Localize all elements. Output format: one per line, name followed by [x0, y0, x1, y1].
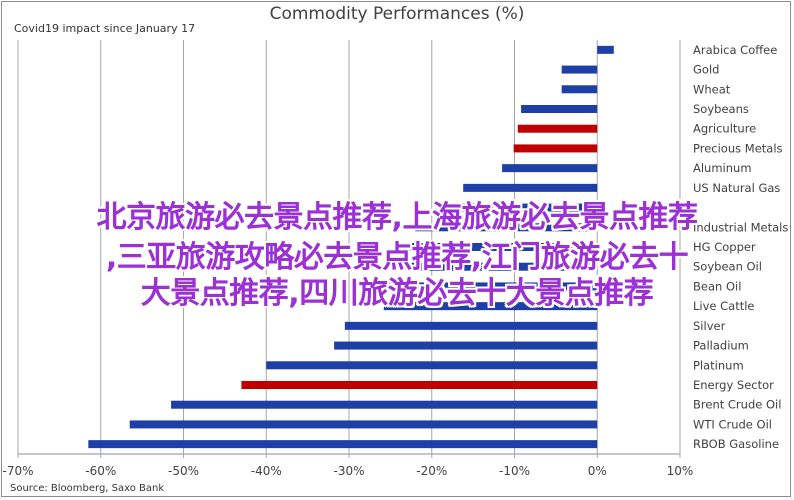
bars: [88, 45, 614, 449]
category-label: US Natural Gas: [693, 181, 780, 195]
x-tick-label: 10%: [667, 464, 694, 478]
bar: [597, 45, 614, 54]
category-label: Live Cattle: [693, 299, 755, 313]
bar: [513, 144, 598, 153]
bar: [402, 262, 598, 271]
category-label: Palladium: [693, 339, 749, 353]
category-label: Energy Sector: [693, 378, 774, 392]
category-label: RBOB Gasoline: [693, 437, 779, 451]
bar: [402, 243, 598, 251]
bar: [334, 341, 598, 350]
category-label: HG Copper: [693, 240, 756, 254]
x-tick-label: -20%: [416, 464, 447, 478]
category-label: Soybeans: [693, 102, 749, 116]
bar: [521, 105, 598, 113]
category-label: Gold: [693, 63, 719, 77]
bar: [171, 400, 598, 409]
chart-title: Commodity Performances (%): [269, 4, 525, 24]
bar: [415, 223, 598, 232]
category-label: Arabica Coffee: [693, 43, 777, 57]
chart-subtitle: Covid19 impact since January 17: [14, 22, 196, 35]
category-label: Industrial Metals: [693, 220, 788, 234]
category-label: Aluminum: [693, 161, 752, 175]
category-label: Brent Crude Oil: [693, 398, 781, 412]
bar: [561, 65, 598, 74]
category-label: WTI Crude Oil: [693, 417, 772, 431]
bar: [517, 124, 598, 133]
x-tick-label: -30%: [333, 464, 364, 478]
bar: [561, 85, 598, 94]
x-tick-label: -40%: [251, 464, 282, 478]
category-label: Precious Metals: [693, 141, 783, 155]
bar: [344, 321, 598, 330]
overlay-text-line-2: ,三亚旅游攻略必去景点推荐,江门旅游必去十: [105, 240, 689, 275]
x-tick-label: -70%: [2, 464, 33, 478]
bar: [502, 164, 598, 173]
bar: [88, 440, 598, 449]
bar: [463, 183, 598, 192]
bar: [241, 381, 598, 389]
category-labels: Arabica Coffee Gold Wheat Soybeans Agricultu…: [693, 43, 788, 451]
bar: [266, 361, 598, 370]
overlay-text-line-1: 北京旅游必去景点推荐,上海旅游必去景点推荐: [96, 200, 698, 235]
category-label: Wheat: [693, 82, 731, 96]
category-label: Bean Oil: [693, 279, 741, 293]
category-label: Silver: [693, 319, 726, 333]
chart-source: Source: Bloomberg, Saxo Bank: [10, 483, 165, 494]
overlay-text-line-3: 大景点推荐,四川旅游必去十大景点推荐: [140, 276, 654, 311]
x-tick-label: -50%: [168, 464, 199, 478]
category-label: Soybean Oil: [693, 260, 762, 274]
bar: [383, 302, 598, 311]
x-tick-label: -10%: [499, 464, 530, 478]
bar: [129, 420, 598, 429]
x-tick-labels: -70% -60% -50% -40% -30% -20% -10% 0% 10%: [2, 464, 693, 478]
category-label: Platinum: [693, 358, 744, 372]
x-tick-label: 0%: [588, 464, 607, 478]
category-label: Agriculture: [693, 122, 756, 136]
bar: [435, 203, 598, 212]
bar: [386, 282, 598, 291]
x-tick-label: -60%: [85, 464, 116, 478]
